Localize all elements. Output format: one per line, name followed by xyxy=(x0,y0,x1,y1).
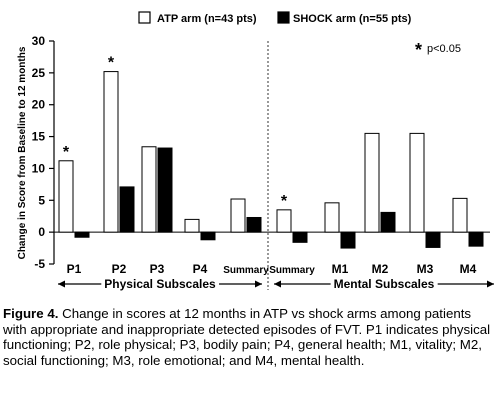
y-tick-label: 30 xyxy=(32,34,46,48)
y-tick-label: 5 xyxy=(38,193,45,207)
category-label: M4 xyxy=(460,262,477,276)
category-label: P2 xyxy=(112,262,127,276)
group-label-bg xyxy=(330,277,438,291)
y-axis-label: Change in Score from Baseline to 12 mont… xyxy=(17,46,28,259)
group-label-bg xyxy=(101,277,220,291)
shock-bar xyxy=(340,231,356,249)
significance-star: * xyxy=(63,144,70,161)
category-label: Summary xyxy=(269,265,315,276)
atp-bar xyxy=(58,160,74,233)
legend-atp-swatch xyxy=(138,11,151,24)
category-label: P3 xyxy=(150,262,165,276)
atp-bar xyxy=(324,202,340,233)
group-arrow-right xyxy=(487,280,494,288)
shock-bar xyxy=(157,147,173,233)
significance-star: * xyxy=(108,55,115,72)
chart: ATP arm (n=43 pts) SHOCK arm (n=55 pts) … xyxy=(17,11,494,291)
group-arrow-left xyxy=(58,280,65,288)
y-tick-label: 15 xyxy=(32,130,46,144)
atp-bar xyxy=(364,132,380,233)
atp-bar xyxy=(184,218,200,233)
significance-note-star: * xyxy=(415,40,422,60)
caption-label: Figure 4. xyxy=(3,306,59,321)
group-arrow-right xyxy=(255,280,262,288)
shock-bar xyxy=(468,231,484,247)
significance-note: p<0.05 xyxy=(427,43,461,55)
atp-bar xyxy=(230,198,246,233)
caption-text: Change in scores at 12 months in ATP vs … xyxy=(3,306,491,368)
group-arrow-left xyxy=(274,280,281,288)
y-tick-label: 25 xyxy=(32,66,46,80)
y-tick-label: 0 xyxy=(38,225,45,239)
shock-bar xyxy=(119,186,135,233)
atp-bar xyxy=(141,146,157,233)
category-label: P4 xyxy=(193,262,208,276)
category-label: M1 xyxy=(332,262,349,276)
plot-area: -5 0 5 10 15 20 25 30 P1 P2 P3 P4 Summary Summary M1 M2… xyxy=(32,34,494,291)
legend-atp-label: ATP arm (n=43 pts) xyxy=(157,13,257,25)
group-label: Mental Subscales xyxy=(334,277,435,291)
y-tick-label: 20 xyxy=(32,98,46,112)
atp-bar xyxy=(452,197,468,233)
category-label: P1 xyxy=(67,262,82,276)
legend-shock-swatch xyxy=(277,11,290,24)
shock-bar xyxy=(246,216,262,233)
y-tick-label: 10 xyxy=(32,161,46,175)
figure-caption: Figure 4. Change in scores at 12 months … xyxy=(3,306,495,368)
category-label: M2 xyxy=(372,262,389,276)
atp-bar xyxy=(409,132,425,233)
category-label: M3 xyxy=(417,262,434,276)
shock-bar xyxy=(380,211,396,233)
shock-bar xyxy=(74,231,90,238)
y-tick-label: -5 xyxy=(34,257,45,271)
shock-bar xyxy=(292,231,308,243)
category-label: Summary xyxy=(223,265,269,276)
atp-bar xyxy=(103,71,119,233)
shock-bar xyxy=(425,231,441,248)
shock-bar xyxy=(200,231,216,241)
atp-bar xyxy=(276,209,292,233)
group-label: Physical Subscales xyxy=(104,277,216,291)
significance-star: * xyxy=(281,193,288,210)
legend-shock-label: SHOCK arm (n=55 pts) xyxy=(293,13,412,25)
